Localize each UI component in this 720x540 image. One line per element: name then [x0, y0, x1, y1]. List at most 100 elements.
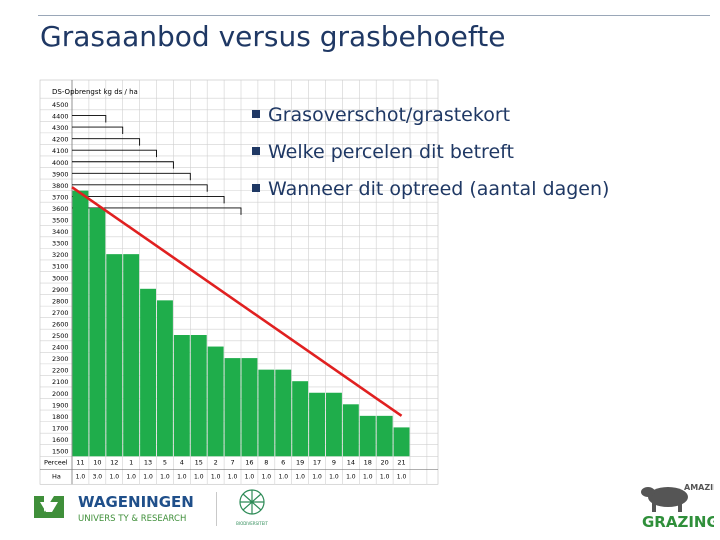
amazing-text: AMAZING — [684, 483, 714, 492]
hectare-label: 1.0 — [380, 473, 390, 480]
wageningen-subtitle: UNIVERS TY & RESEARCH — [78, 514, 186, 524]
previous-level-step — [72, 207, 242, 215]
category-label: 7 — [230, 458, 234, 466]
bar — [106, 254, 123, 457]
bar — [140, 288, 156, 457]
biodiversity-logo-text: BIODIVERSITEIT — [236, 521, 268, 526]
wageningen-logo: WAGENINGEN UNIVERS TY & RESEARCH — [34, 493, 194, 524]
y-tick-label: 4500 — [52, 101, 69, 109]
bullet-square-icon — [252, 184, 260, 192]
bar — [393, 427, 410, 457]
bar — [207, 346, 224, 457]
bar — [275, 369, 292, 457]
y-tick-label: 2600 — [52, 320, 69, 328]
grazing-text: GRAZING — [642, 513, 714, 531]
y-tick-label: 3700 — [52, 193, 69, 201]
bar — [173, 335, 190, 457]
bullet-item: Wanneer dit optreed (aantal dagen) — [252, 176, 609, 213]
bar — [72, 190, 89, 457]
hectare-label: 1.0 — [363, 473, 373, 480]
category-label: 2 — [214, 458, 218, 466]
leaf-circle-icon — [239, 489, 265, 515]
y-tick-label: 3300 — [52, 240, 69, 248]
category-label: 14 — [347, 458, 355, 466]
y-tick-label: 2500 — [52, 332, 69, 340]
y-tick-label: 2200 — [52, 367, 69, 375]
hectare-label: 1.0 — [177, 473, 187, 480]
category-label: 10 — [93, 458, 101, 466]
category-label: 5 — [163, 458, 167, 466]
previous-level-step — [72, 126, 124, 135]
category-label: 17 — [313, 458, 321, 466]
previous-level-step — [72, 161, 174, 169]
y-tick-label: 2700 — [52, 309, 69, 317]
biodiversity-logo: BIODIVERSITEIT — [236, 489, 268, 526]
bullet-item: Welke percelen dit betreft — [252, 139, 609, 176]
wur-emblem-icon — [34, 496, 64, 518]
hectare-label: 3.0 — [93, 473, 103, 480]
category-label: 18 — [364, 458, 372, 466]
previous-level-step — [72, 138, 141, 146]
bar — [359, 415, 376, 457]
y-tick-label: 2100 — [52, 378, 69, 386]
bar — [123, 254, 140, 457]
bar — [292, 381, 309, 457]
y-tick-label: 1600 — [52, 436, 69, 444]
y-tick-label: 4200 — [52, 136, 69, 144]
bar — [224, 358, 241, 457]
slide-title: Grasaanbod versus grasbehoefte — [40, 20, 506, 53]
hectare-label: 1.0 — [126, 473, 136, 480]
y-tick-label: 3900 — [52, 170, 69, 178]
hectare-label: 1.0 — [228, 473, 238, 480]
category-label: 1 — [129, 458, 133, 466]
y-tick-label: 2300 — [52, 355, 69, 363]
hectare-label: 1.0 — [295, 473, 305, 480]
hectare-label: 1.0 — [262, 473, 272, 480]
y-tick-label: 1800 — [52, 413, 69, 421]
hectare-label: 1.0 — [346, 473, 356, 480]
hectare-label: 1.0 — [143, 473, 153, 480]
y-tick-label: 4000 — [52, 159, 69, 167]
cow-icon — [641, 487, 688, 512]
y-tick-label: 3000 — [52, 274, 69, 282]
bar — [89, 207, 106, 457]
category-label: 6 — [281, 458, 285, 466]
bar — [326, 392, 342, 457]
y-tick-label: 4100 — [52, 147, 69, 155]
category-label: 19 — [296, 458, 304, 466]
y-tick-label: 4300 — [52, 124, 69, 132]
previous-level-step — [72, 149, 157, 158]
hectare-label: 1.0 — [245, 473, 255, 480]
y-tick-label: 2900 — [52, 286, 69, 294]
previous-level-step — [72, 115, 107, 123]
category-label: 9 — [332, 458, 336, 466]
y-tick-label: 3200 — [52, 251, 69, 259]
bullet-square-icon — [252, 110, 260, 118]
bullet-square-icon — [252, 147, 260, 155]
bar — [309, 392, 325, 457]
category-label: 16 — [245, 458, 253, 466]
y-tick-label: 4400 — [52, 113, 69, 121]
category-label: 20 — [381, 458, 389, 466]
logo-divider — [216, 492, 217, 526]
hectare-label: 1.0 — [312, 473, 322, 480]
perceel-row-label: Perceel — [44, 458, 68, 466]
hectare-label: 1.0 — [76, 473, 86, 480]
hectare-label: 1.0 — [109, 473, 119, 480]
bar — [258, 369, 275, 457]
category-label: 4 — [180, 458, 184, 466]
bar — [190, 335, 207, 457]
y-tick-label: 3500 — [52, 217, 69, 225]
hectare-label: 1.0 — [329, 473, 339, 480]
hectare-label: 1.0 — [278, 473, 288, 480]
category-label: 12 — [110, 458, 118, 466]
bar — [157, 300, 173, 457]
y-tick-label: 3600 — [52, 205, 69, 213]
demand-line — [71, 186, 403, 417]
amazing-grazing-logo: AMAZING GRAZING — [641, 483, 714, 531]
previous-level-step — [72, 195, 225, 204]
category-label: 11 — [76, 458, 84, 466]
y-tick-label: 2800 — [52, 297, 69, 305]
title-rule — [38, 15, 710, 16]
